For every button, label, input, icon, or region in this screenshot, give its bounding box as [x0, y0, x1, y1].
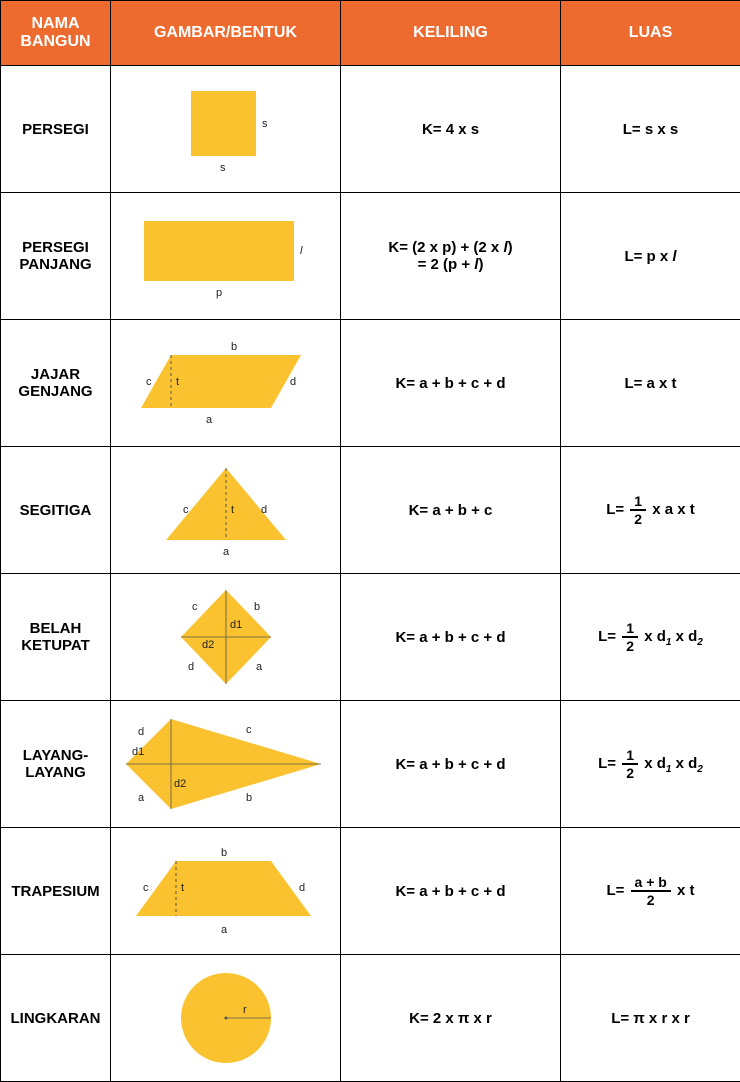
col-header-luas: LUAS [561, 1, 740, 66]
svg-text:d: d [290, 376, 296, 388]
shape-cell-segitiga: c d a t [111, 447, 341, 574]
col-header-gambar: GAMBAR/BENTUK [111, 1, 341, 66]
luas-jajar-genjang: L= a x t [561, 320, 740, 447]
svg-text:a: a [256, 661, 263, 673]
persegi-icon: s s [156, 79, 296, 179]
svg-text:s: s [220, 162, 226, 174]
luas-persegi: L= s x s [561, 66, 740, 193]
svg-text:t: t [176, 376, 179, 388]
row-segitiga: SEGITIGA c d a t K= a + b + c L= 12 x a … [1, 447, 740, 574]
luas-trapesium: L= a + b2 x t [561, 828, 740, 955]
svg-text:d1: d1 [230, 619, 242, 631]
svg-text:s: s [262, 118, 268, 130]
shapes-table: NAMA BANGUN GAMBAR/BENTUK KELILING LUAS … [0, 0, 740, 1082]
name-segitiga: SEGITIGA [1, 447, 111, 574]
row-trapesium: TRAPESIUM b c d a t K= a + b + c + d L= … [1, 828, 740, 955]
svg-text:a: a [138, 792, 145, 804]
name-belah-ketupat: BELAH KETUPAT [1, 574, 111, 701]
luas-belah-ketupat: L= 12 x d1 x d2 [561, 574, 740, 701]
luas-layang-layang: L= 12 x d1 x d2 [561, 701, 740, 828]
name-layang-layang: LAYANG-LAYANG [1, 701, 111, 828]
svg-text:l: l [300, 245, 303, 257]
keliling-persegi: K= 4 x s [341, 66, 561, 193]
name-persegi-panjang: PERSEGI PANJANG [1, 193, 111, 320]
svg-text:d: d [299, 882, 305, 894]
table-header-row: NAMA BANGUN GAMBAR/BENTUK KELILING LUAS [1, 1, 740, 66]
col-header-keliling: KELILING [341, 1, 561, 66]
svg-text:p: p [216, 287, 222, 299]
name-lingkaran: LINGKARAN [1, 955, 111, 1082]
svg-text:c: c [192, 601, 198, 613]
svg-text:d2: d2 [202, 639, 214, 651]
name-jajar-genjang: JAJAR GENJANG [1, 320, 111, 447]
trapesium-icon: b c d a t [121, 841, 331, 941]
persegi-panjang-icon: l p [126, 206, 326, 306]
svg-text:b: b [246, 792, 252, 804]
shape-cell-jajar-genjang: b c d a t [111, 320, 341, 447]
svg-text:c: c [146, 376, 152, 388]
svg-text:c: c [183, 504, 189, 516]
row-layang-layang: LAYANG-LAYANG d c a b d1 d2 K [1, 701, 740, 828]
keliling-segitiga: K= a + b + c [341, 447, 561, 574]
keliling-layang-layang: K= a + b + c + d [341, 701, 561, 828]
svg-text:b: b [221, 847, 227, 859]
svg-text:t: t [231, 504, 234, 516]
svg-text:r: r [243, 1004, 247, 1016]
svg-text:b: b [254, 601, 260, 613]
shape-cell-lingkaran: r [111, 955, 341, 1082]
keliling-trapesium: K= a + b + c + d [341, 828, 561, 955]
luas-segitiga: L= 12 x a x t [561, 447, 740, 574]
svg-text:a: a [223, 546, 230, 558]
belah-ketupat-icon: c b d a d1 d2 [136, 582, 316, 692]
shape-cell-persegi-panjang: l p [111, 193, 341, 320]
row-lingkaran: LINGKARAN r K= 2 x π x r L= π x r x r [1, 955, 740, 1082]
svg-text:b: b [231, 341, 237, 353]
shape-cell-belah-ketupat: c b d a d1 d2 [111, 574, 341, 701]
col-header-name: NAMA BANGUN [1, 1, 111, 66]
lingkaran-icon: r [151, 963, 301, 1073]
row-jajar-genjang: JAJAR GENJANG b c d a t K= a + b + c + d… [1, 320, 740, 447]
name-persegi: PERSEGI [1, 66, 111, 193]
luas-lingkaran: L= π x r x r [561, 955, 740, 1082]
svg-text:c: c [143, 882, 149, 894]
svg-text:d: d [138, 726, 144, 738]
keliling-belah-ketupat: K= a + b + c + d [341, 574, 561, 701]
svg-text:c: c [246, 724, 252, 736]
name-trapesium: TRAPESIUM [1, 828, 111, 955]
shape-cell-persegi: s s [111, 66, 341, 193]
svg-text:d: d [188, 661, 194, 673]
keliling-persegi-panjang: K= (2 x p) + (2 x l)= 2 (p + l) [341, 193, 561, 320]
layang-layang-icon: d c a b d1 d2 [116, 709, 336, 819]
segitiga-icon: c d a t [136, 458, 316, 563]
svg-text:t: t [181, 882, 184, 894]
row-persegi: PERSEGI s s K= 4 x s L= s x s [1, 66, 740, 193]
svg-text:a: a [221, 924, 228, 936]
svg-text:a: a [206, 414, 213, 426]
keliling-jajar-genjang: K= a + b + c + d [341, 320, 561, 447]
row-persegi-panjang: PERSEGI PANJANG l p K= (2 x p) + (2 x l)… [1, 193, 740, 320]
svg-text:d1: d1 [132, 746, 144, 758]
jajar-genjang-icon: b c d a t [126, 333, 326, 433]
shape-cell-layang-layang: d c a b d1 d2 [111, 701, 341, 828]
svg-text:d2: d2 [174, 778, 186, 790]
keliling-lingkaran: K= 2 x π x r [341, 955, 561, 1082]
row-belah-ketupat: BELAH KETUPAT c b d a d1 d2 K [1, 574, 740, 701]
luas-persegi-panjang: L= p x l [561, 193, 740, 320]
shape-cell-trapesium: b c d a t [111, 828, 341, 955]
svg-text:d: d [261, 504, 267, 516]
